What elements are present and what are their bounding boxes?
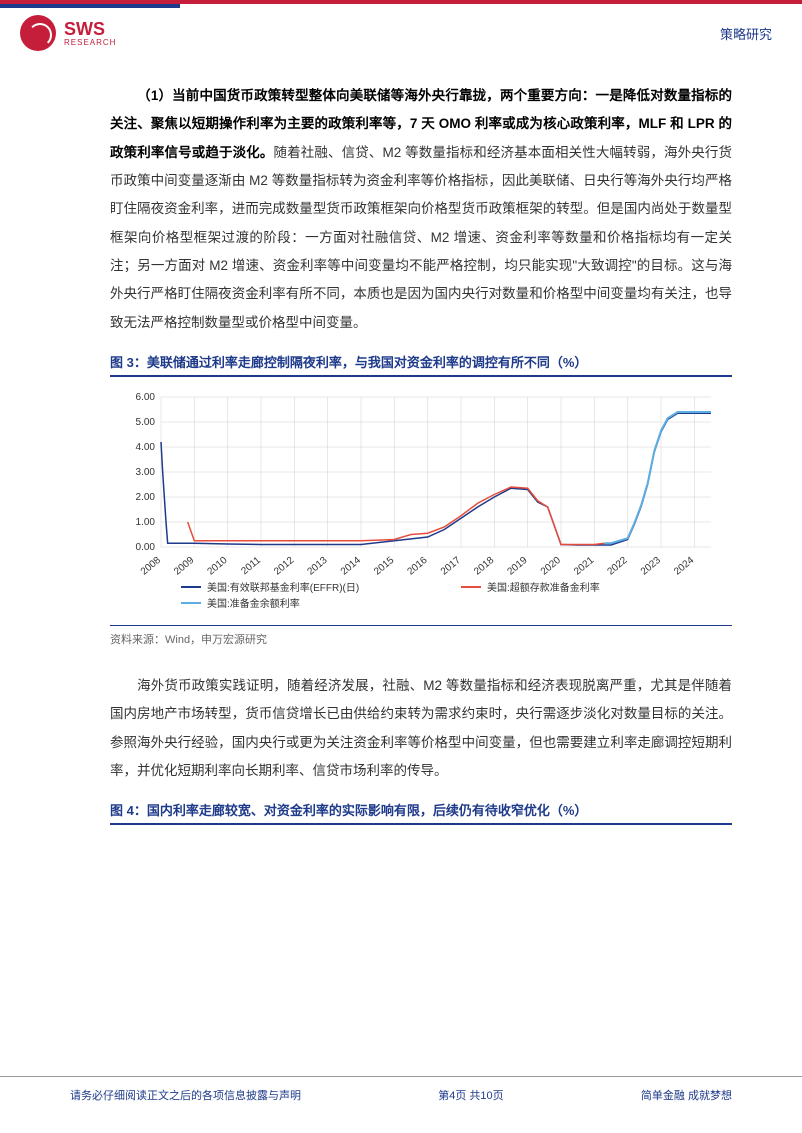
svg-text:美国:准备金余额利率: 美国:准备金余额利率: [207, 597, 300, 610]
svg-text:3.00: 3.00: [136, 467, 156, 478]
header-category: 策略研究: [720, 24, 772, 43]
svg-text:2019: 2019: [505, 555, 529, 578]
svg-text:2014: 2014: [339, 555, 363, 578]
svg-text:4.00: 4.00: [136, 442, 156, 453]
svg-text:2020: 2020: [539, 555, 563, 578]
svg-text:2023: 2023: [639, 555, 663, 578]
svg-text:2018: 2018: [472, 555, 496, 578]
figure3-source: 资料来源：Wind，申万宏源研究: [110, 625, 732, 647]
logo-text-wrap: SWS RESEARCH: [64, 20, 116, 47]
svg-text:5.00: 5.00: [136, 417, 156, 428]
svg-text:2010: 2010: [205, 555, 229, 578]
svg-text:美国:有效联邦基金利率(EFFR)(日): 美国:有效联邦基金利率(EFFR)(日): [207, 581, 359, 594]
logo-icon: [20, 15, 56, 51]
para2-text: 海外货币政策实践证明，随着经济发展，社融、M2 等数量指标和经济表现脱离严重，尤…: [110, 678, 732, 778]
chart-svg: 0.00 1.00 2.00 3.00 4.00 5.00 6.00 2008 2009 2010…: [110, 387, 732, 617]
svg-text:0.00: 0.00: [136, 542, 156, 553]
svg-text:美国:超额存款准备金利率: 美国:超额存款准备金利率: [487, 581, 600, 594]
svg-text:2015: 2015: [372, 555, 396, 578]
svg-text:2011: 2011: [239, 555, 263, 578]
paragraph-2: 海外货币政策实践证明，随着经济发展，社融、M2 等数量指标和经济表现脱离严重，尤…: [110, 672, 732, 785]
svg-text:2021: 2021: [572, 555, 596, 578]
footer-right: 简单金融 成就梦想: [641, 1087, 732, 1103]
figure3-chart: 0.00 1.00 2.00 3.00 4.00 5.00 6.00 2008 2009 2010…: [110, 387, 732, 617]
svg-text:2.00: 2.00: [136, 492, 156, 503]
figure3-title: 图 3：美联储通过利率走廊控制隔夜利率，与我国对资金利率的调控有所不同（%）: [110, 352, 732, 377]
logo-main: SWS: [64, 20, 116, 38]
logo-area: SWS RESEARCH: [0, 15, 116, 51]
svg-text:2008: 2008: [139, 555, 163, 578]
svg-text:2013: 2013: [305, 555, 329, 578]
footer-left: 请务必仔细阅读正文之后的各项信息披露与声明: [70, 1087, 301, 1103]
svg-text:2009: 2009: [172, 555, 196, 578]
content-area: （1）当前中国货币政策转型整体向美联储等海外央行靠拢，两个重要方向：一是降低对数…: [0, 62, 802, 855]
para1-rest: 随着社融、信贷、M2 等数量指标和经济基本面相关性大幅转弱，海外央行货币政策中间…: [110, 145, 732, 330]
figure4-title: 图 4：国内利率走廊较宽、对资金利率的实际影响有限，后续仍有待收窄优化（%）: [110, 800, 732, 825]
footer-center: 第4页 共10页: [438, 1087, 503, 1103]
paragraph-1: （1）当前中国货币政策转型整体向美联储等海外央行靠拢，两个重要方向：一是降低对数…: [110, 82, 732, 337]
svg-text:6.00: 6.00: [136, 392, 156, 403]
logo-sub: RESEARCH: [64, 38, 116, 47]
page-footer: 请务必仔细阅读正文之后的各项信息披露与声明 第4页 共10页 简单金融 成就梦想: [0, 1076, 802, 1103]
page-header: SWS RESEARCH 策略研究: [0, 0, 802, 62]
svg-text:2012: 2012: [272, 555, 296, 578]
svg-text:2024: 2024: [672, 555, 696, 578]
svg-text:2017: 2017: [439, 555, 463, 578]
svg-text:1.00: 1.00: [136, 517, 156, 528]
svg-text:2022: 2022: [605, 555, 629, 578]
svg-text:2016: 2016: [405, 555, 429, 578]
